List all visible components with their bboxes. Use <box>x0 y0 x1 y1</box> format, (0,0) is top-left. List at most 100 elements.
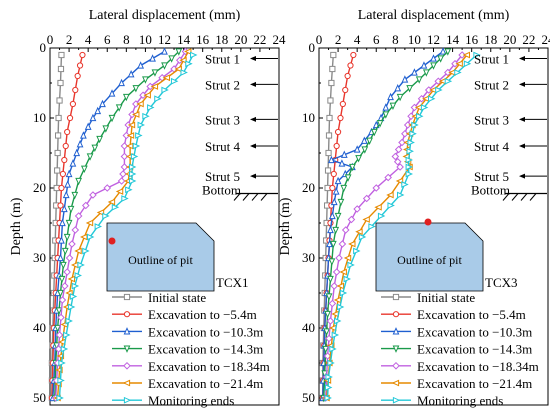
legend-swatch-marker <box>123 327 131 335</box>
data-point <box>94 106 102 115</box>
data-point <box>434 77 443 86</box>
data-point <box>335 254 343 262</box>
data-point <box>337 114 344 122</box>
x-axis-title: Lateral displacement (mm) <box>358 8 510 23</box>
data-point <box>120 142 129 150</box>
data-point <box>415 76 423 84</box>
data-point <box>174 65 182 73</box>
legend-label: Excavation to −18.34m <box>417 359 539 374</box>
y-tick-label: 0 <box>309 40 316 55</box>
data-point <box>96 135 103 144</box>
data-point <box>54 324 62 333</box>
strut-arrow-head <box>250 173 256 179</box>
data-point <box>332 226 340 235</box>
data-point <box>353 247 361 255</box>
data-point <box>55 307 63 315</box>
strut-label: Strut 2 <box>474 77 509 92</box>
data-point <box>327 225 334 234</box>
data-point <box>57 65 65 73</box>
data-point <box>76 62 84 69</box>
legend-swatch-marker <box>123 396 132 404</box>
data-point <box>368 223 376 230</box>
data-point <box>439 47 447 55</box>
data-point <box>330 282 339 290</box>
x-tick-label: 14 <box>446 32 460 47</box>
data-point <box>57 202 64 209</box>
data-point <box>454 69 462 76</box>
data-point <box>353 205 361 213</box>
data-point <box>63 268 71 276</box>
series-6 <box>324 51 481 402</box>
data-point <box>108 114 116 123</box>
data-point <box>403 121 412 129</box>
data-point <box>411 121 419 129</box>
x-tick-label: 4 <box>354 32 361 47</box>
data-point <box>326 239 333 248</box>
data-point <box>58 359 66 367</box>
strut-label: Strut 2 <box>205 77 240 92</box>
data-point <box>58 51 65 59</box>
data-point <box>326 114 333 122</box>
data-point <box>397 191 405 199</box>
legend-swatch-marker <box>123 311 131 318</box>
legend-label: Excavation to −14.3m <box>148 342 263 357</box>
y-tick-label: 10 <box>33 110 46 125</box>
data-point <box>86 153 94 161</box>
bottom-hatch <box>242 193 250 201</box>
data-point <box>74 272 82 279</box>
data-point <box>389 102 397 111</box>
data-point <box>370 128 378 137</box>
data-point <box>74 212 83 220</box>
data-point <box>80 165 88 174</box>
legend-swatch-marker <box>392 361 400 370</box>
y-tick-label: 40 <box>302 320 315 335</box>
data-point <box>53 342 61 350</box>
data-point <box>333 296 342 304</box>
data-point <box>341 226 350 234</box>
data-point <box>85 219 94 227</box>
legend-swatch-marker <box>123 345 131 353</box>
data-point <box>118 78 125 87</box>
strut-label: Strut 3 <box>205 112 240 127</box>
data-point <box>384 173 392 182</box>
data-point <box>343 254 352 262</box>
data-point <box>63 233 71 242</box>
y-axis-title: Depth (m) <box>9 197 24 255</box>
data-point <box>324 394 332 402</box>
data-point <box>128 163 137 171</box>
data-point <box>435 86 443 94</box>
data-point <box>339 100 346 108</box>
data-point <box>339 289 348 297</box>
data-point <box>328 155 335 164</box>
x-tick-label: 10 <box>408 32 421 47</box>
legend-swatch-marker <box>123 293 131 301</box>
data-point <box>411 68 418 76</box>
data-point <box>324 384 333 391</box>
data-point <box>179 56 187 64</box>
station-label: TCX1 <box>216 275 249 290</box>
strut-label: Strut 5 <box>205 169 240 184</box>
x-tick-label: 6 <box>104 32 111 47</box>
bottom-hatch <box>511 193 519 201</box>
data-point <box>330 51 337 59</box>
data-point <box>125 142 134 150</box>
legend-label: Monitoring ends <box>148 393 234 408</box>
monitoring-point-marker <box>424 218 432 226</box>
pit-label: Outline of pit <box>128 253 193 267</box>
data-point <box>185 60 193 68</box>
legend-label: Excavation to −21.4m <box>417 376 532 391</box>
data-point <box>54 167 61 174</box>
strut-arrow-head <box>519 81 525 87</box>
data-point <box>336 303 345 311</box>
bottom-label: Bottom <box>202 183 241 198</box>
data-point <box>327 97 334 104</box>
data-point <box>69 100 77 108</box>
strut-arrow-head <box>519 173 525 179</box>
legend-label: Excavation to −21.4m <box>148 376 263 391</box>
data-point <box>401 181 409 188</box>
data-point <box>135 132 143 139</box>
data-point <box>64 128 71 136</box>
data-point <box>130 153 139 160</box>
data-point <box>360 136 368 144</box>
data-point <box>142 112 150 120</box>
